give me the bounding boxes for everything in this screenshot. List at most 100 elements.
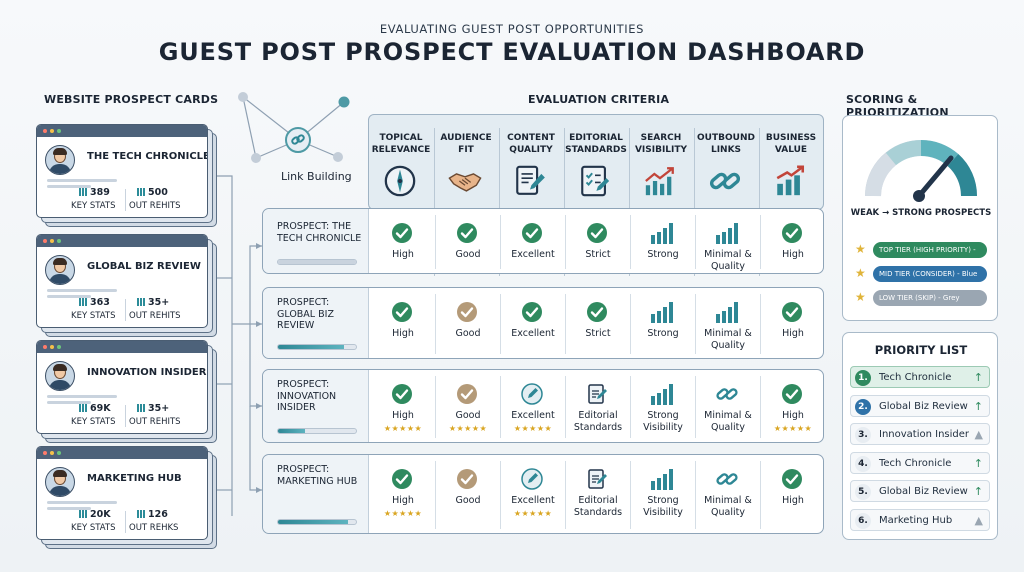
bar-chart-icon: [137, 404, 145, 412]
prospect-row-header: PROSPECT: THE TECH CHRONICLE: [263, 209, 369, 273]
criteria-rating: High: [782, 410, 804, 421]
prospect-row-title: PROSPECT: GLOBAL BIZ REVIEW: [277, 297, 334, 331]
prospect-card[interactable]: MARKETING HUB 20K KEY STATS 126 OUT REHKS: [36, 446, 217, 549]
card-placeholder-lines: [47, 501, 117, 513]
prospect-row[interactable]: PROSPECT: THE TECH CHRONICLE High Good Exce…: [262, 208, 824, 274]
cards-section-heading: WEBSITE PROSPECT CARDS: [44, 93, 219, 106]
placeholder-line: [47, 179, 117, 182]
card-site-name: MARKETING HUB: [87, 473, 182, 484]
check-icon: [780, 221, 804, 245]
priority-list-item[interactable]: 6. Marketing Hub ▲: [850, 508, 990, 531]
window-dot-icon: [43, 451, 47, 455]
priority-list-item[interactable]: 3. Innovation Insider ▲: [850, 423, 990, 445]
card-stat-outreach: 126 OUT REHKS: [129, 509, 178, 533]
row-column-divider: [500, 215, 501, 269]
up-arrow-icon: ↑: [973, 485, 983, 498]
prospect-card[interactable]: THE TECH CHRONICLE 389 KEY STATS 500 OUT REH…: [36, 124, 217, 227]
priority-name: Global Biz Review: [879, 400, 968, 412]
check-icon: [780, 382, 804, 406]
placeholder-line: [47, 501, 117, 504]
prospect-card-body[interactable]: MARKETING HUB 20K KEY STATS 126 OUT REHKS: [36, 446, 208, 540]
prospect-progress-bar: [277, 519, 357, 525]
prospect-card-body[interactable]: GLOBAL BIZ REVIEW 363 KEY STATS 35+ OUT REHI…: [36, 234, 208, 328]
stat-label: KEY STATS: [71, 311, 116, 321]
bar-chart-icon: [79, 188, 87, 196]
criteria-rating: Strong: [647, 328, 679, 339]
criteria-rating: Strong Visibility: [643, 410, 683, 433]
priority-list-item[interactable]: 5. Global Biz Review ↑: [850, 480, 990, 502]
prospect-row-title: PROSPECT: INNOVATION INSIDER: [277, 379, 337, 413]
scoring-panel: WEAK → STRONG PROSPECTS ★ TOP TIER (HIGH …: [842, 115, 998, 321]
prospect-row[interactable]: PROSPECT: INNOVATION INSIDER High ★★★★★ Goo…: [262, 369, 824, 443]
bars-icon: [650, 221, 674, 245]
chain-link-icon: [708, 164, 744, 198]
prospect-row-title: PROSPECT: MARKETING HUB: [277, 464, 358, 487]
up-arrow-icon: ↑: [973, 399, 983, 413]
placeholder-line: [47, 295, 91, 298]
up-arrow-icon: ▲: [974, 513, 983, 527]
window-dot-icon: [57, 345, 61, 349]
progress-fill: [278, 429, 306, 433]
row-column-divider: [695, 376, 696, 438]
criteria-rating: Editorial Standards: [573, 495, 623, 518]
gauge-caption: WEAK → STRONG PROSPECTS: [850, 208, 992, 218]
up-arrow-icon: ▲: [974, 428, 983, 441]
prospect-progress-bar: [277, 344, 357, 350]
row-column-divider: [760, 376, 761, 438]
placeholder-line: [47, 507, 91, 510]
stat-divider: [125, 405, 126, 427]
column-divider: [434, 128, 435, 276]
prospect-card[interactable]: GLOBAL BIZ REVIEW 363 KEY STATS 35+ OUT REHI…: [36, 234, 217, 337]
check-icon: [390, 221, 414, 245]
row-column-divider: [435, 376, 436, 438]
prospect-card[interactable]: INNOVATION INSIDER 69K KEY STATS 35+ OUT REH…: [36, 340, 217, 443]
star-icon: ★: [855, 290, 866, 304]
avatar-hair: [53, 364, 67, 371]
star-rating: ★★★★★: [383, 424, 423, 433]
prospect-row[interactable]: PROSPECT: GLOBAL BIZ REVIEW High Good Excel…: [262, 287, 824, 359]
card-stat-key: 20K KEY STATS: [71, 509, 116, 533]
chain-link-icon: [715, 382, 739, 406]
placeholder-line: [47, 289, 117, 292]
card-stat-key: 389 KEY STATS: [71, 187, 116, 211]
row-column-divider: [435, 215, 436, 269]
avatar-body: [49, 164, 71, 174]
avatar-body: [49, 380, 71, 390]
prospect-card-body[interactable]: THE TECH CHRONICLE 389 KEY STATS 500 OUT REH…: [36, 124, 208, 218]
window-dot-icon: [50, 451, 54, 455]
card-stat-key: 69K KEY STATS: [71, 403, 116, 427]
row-column-divider: [760, 215, 761, 269]
window-dot-icon: [50, 129, 54, 133]
priority-name: Marketing Hub: [879, 514, 953, 526]
avatar-body: [49, 274, 71, 284]
card-placeholder-lines: [47, 395, 117, 407]
prospect-row[interactable]: PROSPECT: MARKETING HUB High ★★★★★ Good Exce…: [262, 454, 824, 534]
criteria-rating: Strong: [647, 249, 679, 260]
row-column-divider: [565, 294, 566, 354]
prospect-card-body[interactable]: INNOVATION INSIDER 69K KEY STATS 35+ OUT REH…: [36, 340, 208, 434]
window-dot-icon: [50, 345, 54, 349]
star-icon: ★: [855, 242, 866, 256]
row-column-divider: [630, 294, 631, 354]
priority-list-item[interactable]: 1. Tech Chronicle ↑: [850, 366, 990, 388]
criteria-rating: Editorial Standards: [573, 410, 623, 433]
priority-list-item[interactable]: 2. Global Biz Review ↑: [850, 394, 990, 417]
bars-icon: [715, 221, 739, 245]
check-icon: [390, 300, 414, 324]
stat-label: KEY STATS: [71, 417, 116, 427]
card-stat-key: 363 KEY STATS: [71, 297, 116, 321]
gauge-icon: [865, 139, 978, 202]
stat-divider: [125, 511, 126, 533]
row-column-divider: [435, 461, 436, 529]
criteria-section-heading: EVALUATION CRITERIA: [528, 93, 670, 106]
stat-label: OUT REHKS: [129, 523, 179, 533]
bar-arrow-icon: [773, 164, 809, 198]
row-column-divider: [565, 376, 566, 438]
priority-list-item[interactable]: 4. Tech Chronicle ↑: [850, 451, 990, 474]
window-dot-icon: [50, 239, 54, 243]
criteria-rating: Minimal & Quality: [704, 410, 752, 433]
tier-badge: TOP TIER (HIGH PRIORITY) -: [873, 242, 987, 258]
page-title: GUEST POST PROSPECT EVALUATION DASHBOARD: [158, 38, 866, 66]
window-dot-icon: [57, 129, 61, 133]
